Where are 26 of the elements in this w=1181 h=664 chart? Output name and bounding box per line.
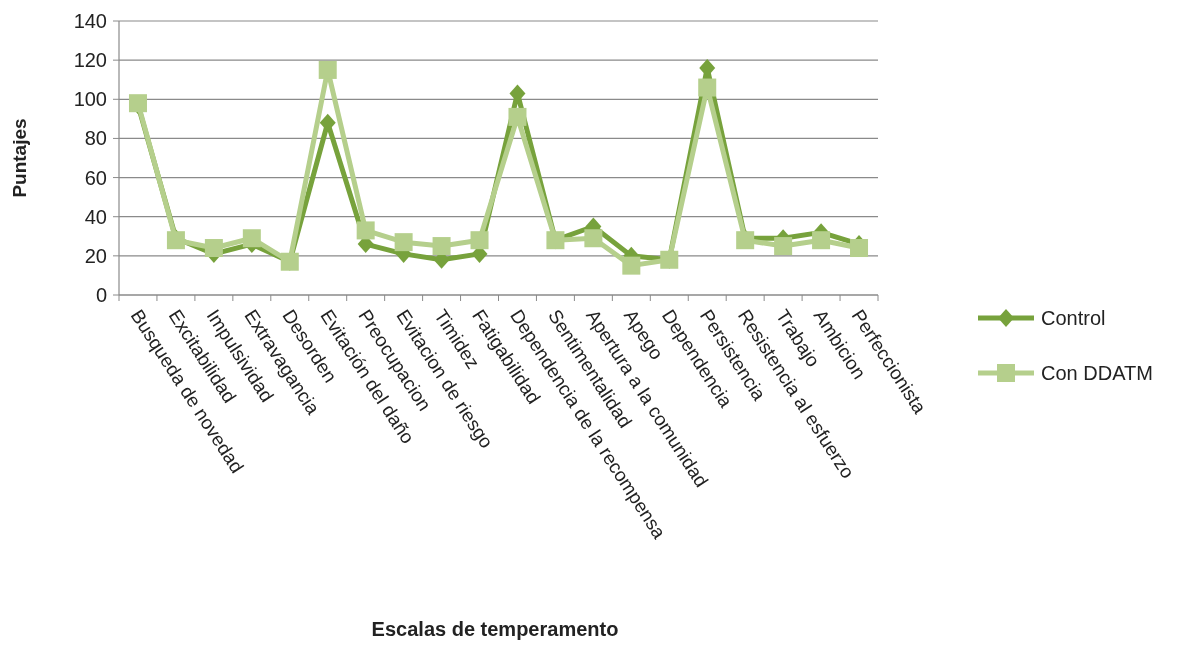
point [204,239,223,258]
y-tick-label: 140 [73,10,107,32]
point [394,233,413,252]
y-tick-label: 120 [73,49,107,72]
point [432,237,451,256]
legend-label: Control [1041,307,1106,329]
point [356,221,375,240]
y-tick-label: 60 [84,166,107,189]
point [508,107,527,126]
point [774,237,793,256]
y-tick-label: 80 [84,127,107,150]
y-tick-label: 40 [84,205,107,228]
point [622,256,641,275]
point [318,60,337,79]
point [470,231,489,250]
y-axis-title: Puntajes [9,118,30,198]
y-tick-label: 0 [95,284,107,306]
x-axis-title: Escalas de temperamento [371,618,619,640]
point [698,78,717,97]
y-tick-label: 20 [84,244,107,267]
point [242,229,261,248]
y-tick-label: 100 [73,88,107,111]
point [850,239,869,258]
point [812,231,831,250]
legend-label: Con DDATM [1041,362,1153,384]
point [584,229,603,248]
